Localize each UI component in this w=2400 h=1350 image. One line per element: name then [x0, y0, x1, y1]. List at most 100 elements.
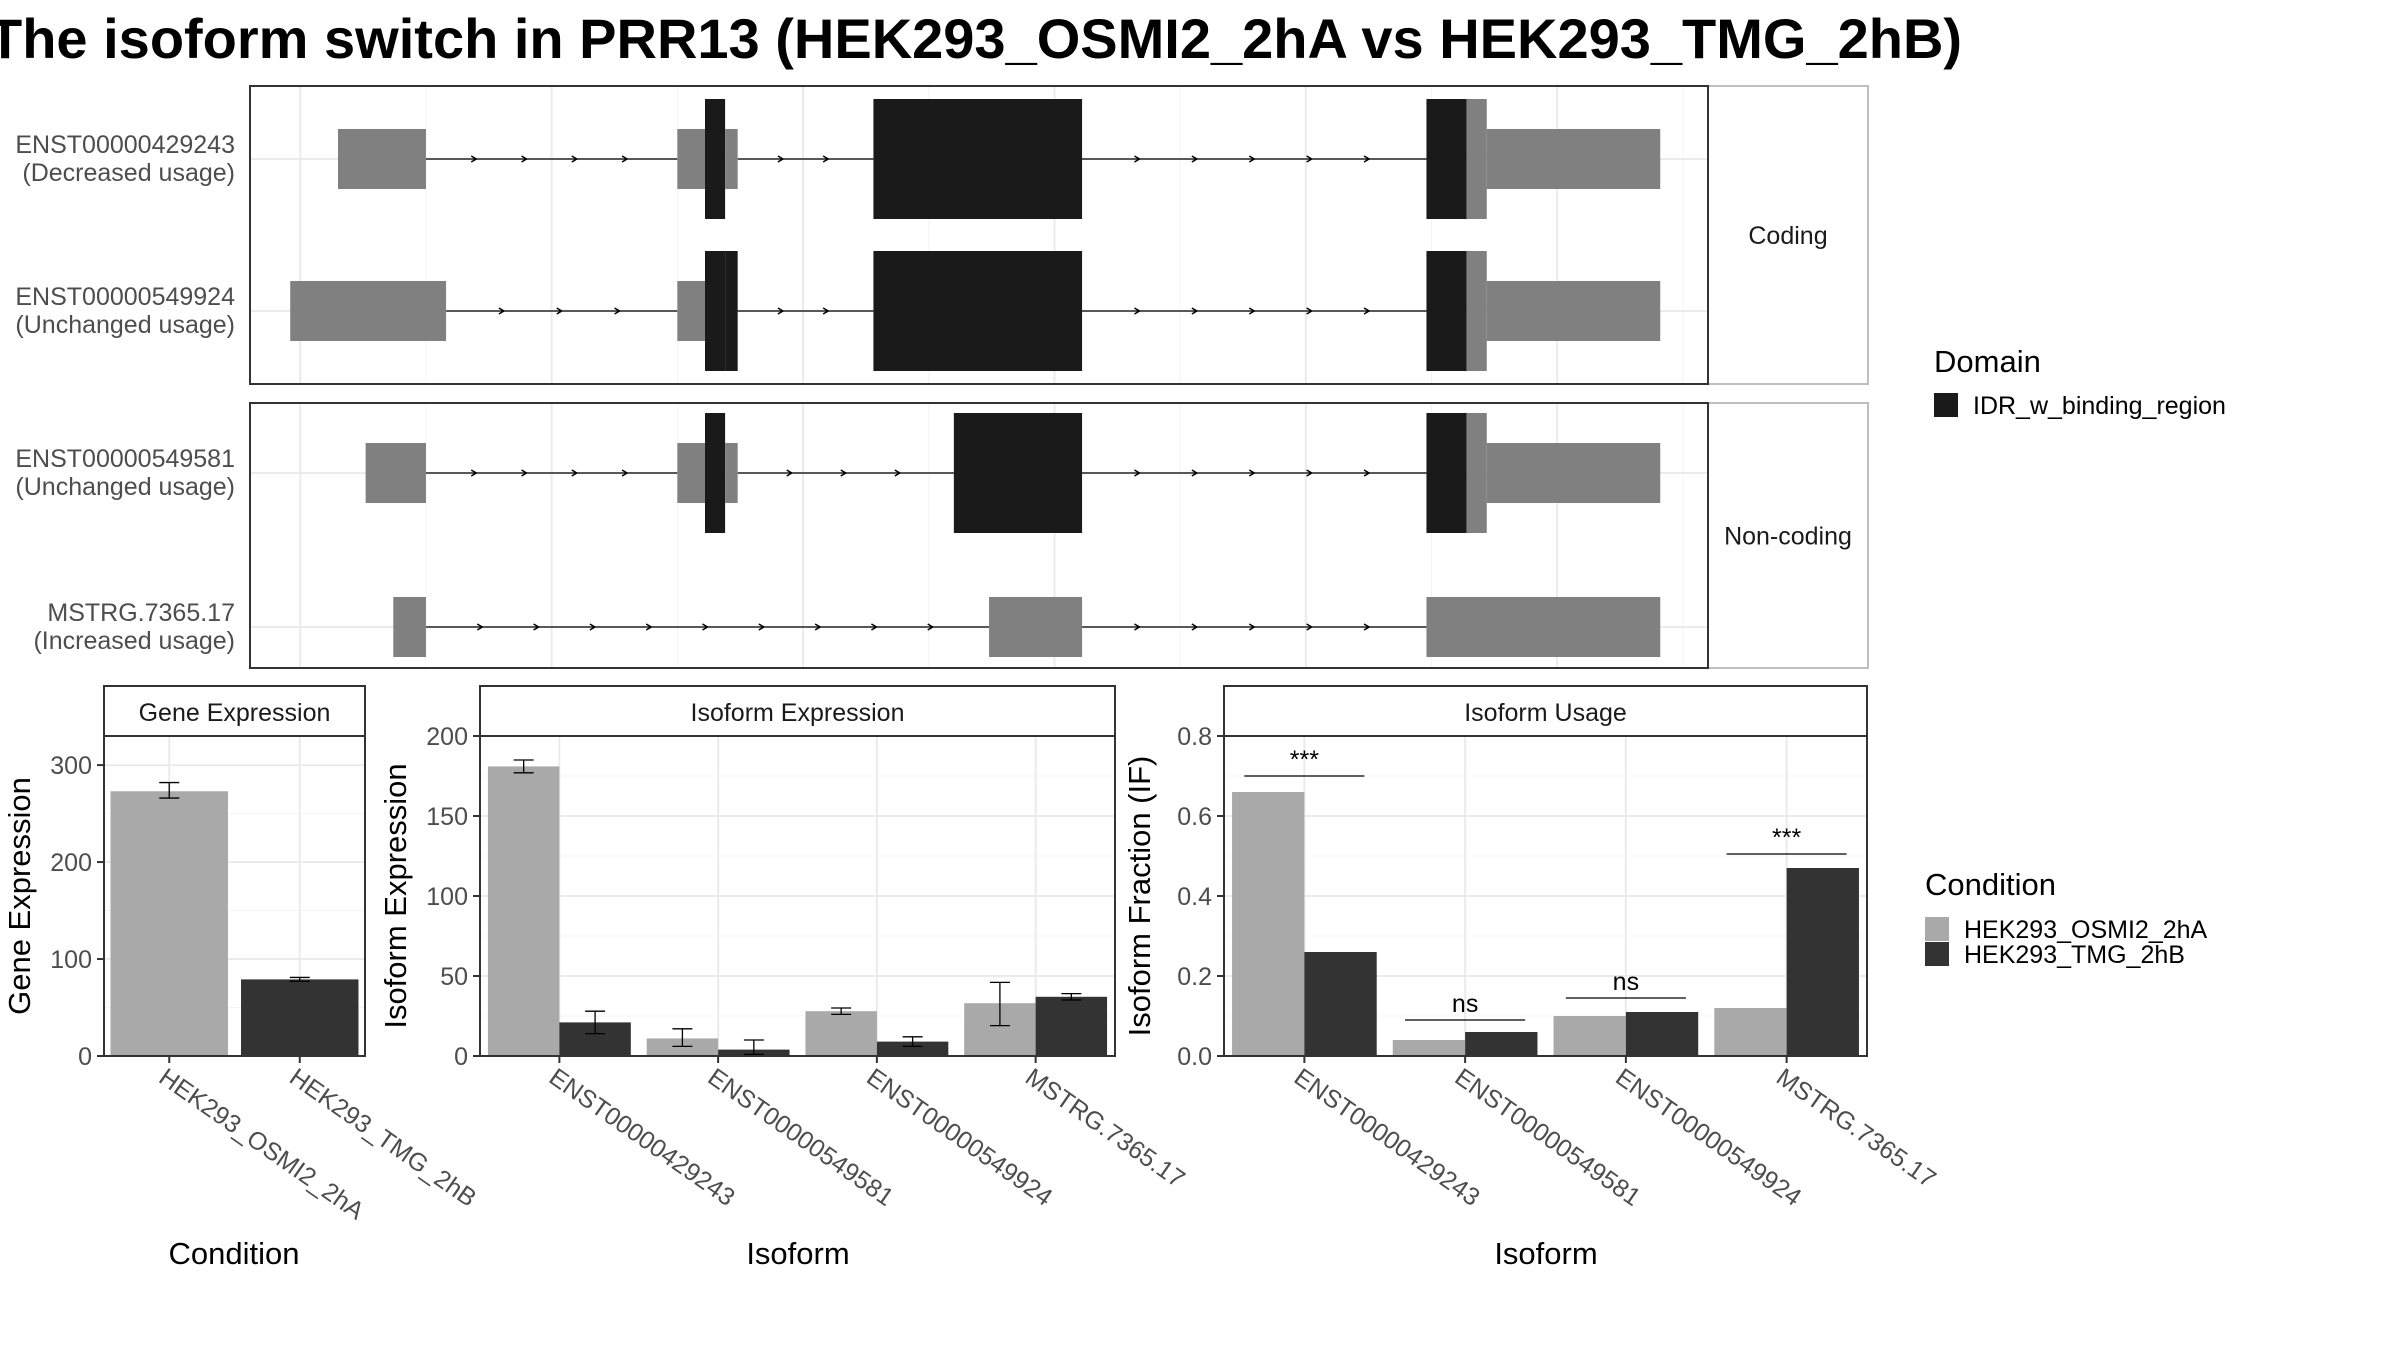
y-axis-title: Isoform Fraction (IF) [1122, 756, 1157, 1037]
condition-legend-label-b: HEK293_TMG_2hB [1964, 941, 2185, 969]
intron-arrow [498, 307, 506, 315]
x-axis-title: Isoform [1494, 1236, 1597, 1271]
transcript-id-label: ENST00000429243 [15, 131, 235, 159]
intron-arrow [1306, 307, 1314, 315]
domain-legend: Domain IDR_w_binding_region [1934, 344, 2226, 420]
chart-panel: Isoform Usage0.00.20.40.60.8***nsns***EN… [1122, 685, 1941, 1271]
chart-panel: Isoform Expression050100150200ENST000004… [378, 685, 1190, 1271]
intron-arrow [1134, 155, 1141, 163]
bar [241, 979, 359, 1056]
condition-legend-title: Condition [1925, 867, 2056, 902]
x-tick-label: HEK293_OSMI2_2hA [154, 1063, 370, 1226]
y-tick-label: 150 [426, 803, 468, 831]
intron-arrow [589, 623, 597, 631]
exon [365, 443, 426, 503]
error-bar [159, 781, 180, 799]
transcript-usage-label: (Unchanged usage) [15, 311, 235, 339]
bar [1392, 1040, 1466, 1056]
intron-arrow [1191, 469, 1199, 477]
domain-exon [1426, 413, 1467, 533]
chart-title: Isoform Expression [691, 699, 905, 727]
intron-arrow [1363, 469, 1371, 477]
y-tick-label: 0.6 [1177, 803, 1212, 831]
bar [876, 1041, 949, 1056]
y-tick-label: 0.8 [1177, 723, 1212, 751]
structure-panel: Non-coding ENST00000549581(Unchanged usag… [15, 402, 1869, 669]
bar [487, 766, 560, 1056]
significance-marker: ns [1565, 968, 1686, 999]
figure-title: The isoform switch in PRR13 (HEK293_OSMI… [0, 7, 1962, 70]
exon [393, 597, 426, 657]
y-tick-label: 0.2 [1177, 963, 1212, 991]
intron-arrow [822, 155, 830, 163]
y-tick-label: 0 [454, 1043, 468, 1071]
intron-arrow [1134, 469, 1141, 477]
chart-strip [479, 685, 1116, 737]
exon [1466, 413, 1487, 533]
bar [1714, 1008, 1787, 1056]
condition-legend-swatch-a [1925, 917, 1949, 941]
intron-arrow [1191, 155, 1199, 163]
intron-arrow [476, 623, 484, 631]
transcript: ENST00000429243(Decreased usage) [15, 99, 1661, 219]
domain-exon [873, 251, 1083, 371]
transcript-usage-label: (Decreased usage) [22, 159, 235, 187]
panel-border [479, 735, 1116, 1057]
domain-legend-label: IDR_w_binding_region [1973, 392, 2226, 420]
domain-exon [725, 251, 738, 371]
transcript: MSTRG.7365.17(Increased usage) [33, 597, 1661, 657]
transcript: ENST00000549581(Unchanged usage) [15, 413, 1661, 533]
error-bar [585, 1010, 606, 1035]
intron-arrow [1134, 307, 1141, 315]
exon [337, 129, 426, 189]
intron-arrow [1306, 469, 1314, 477]
error-bar [513, 759, 534, 774]
intron-arrow [822, 307, 830, 315]
significance-label: ns [1613, 968, 1639, 996]
exon [677, 281, 705, 341]
intron-arrow [614, 307, 621, 315]
y-tick-label: 200 [426, 723, 468, 751]
y-tick-label: 200 [50, 849, 92, 877]
y-tick-label: 100 [426, 883, 468, 911]
bar [1625, 1012, 1699, 1056]
transcript: ENST00000549924(Unchanged usage) [15, 251, 1661, 371]
exon [1466, 251, 1487, 371]
panel-border [249, 85, 1709, 385]
significance-label: *** [1772, 824, 1801, 852]
intron-arrow [1363, 155, 1371, 163]
intron-arrow [1248, 307, 1256, 315]
transcript-id-label: ENST00000549581 [15, 445, 235, 473]
intron-arrow [702, 623, 709, 631]
bar [1553, 1016, 1626, 1056]
transcript-usage-label: (Increased usage) [33, 627, 235, 655]
significance-marker: ns [1405, 990, 1526, 1021]
significance-marker: *** [1244, 746, 1365, 777]
intron-arrow [894, 469, 902, 477]
exon [1486, 443, 1661, 503]
bar [1304, 952, 1377, 1056]
intron-arrow [1248, 155, 1256, 163]
intron-arrow [1306, 623, 1314, 631]
domain-exon [704, 99, 726, 219]
error-bar [289, 976, 310, 982]
intron-arrow [470, 155, 478, 163]
intron-arrow [556, 307, 564, 315]
exon [1466, 99, 1487, 219]
condition-legend: Condition HEK293_OSMI2_2hA HEK293_TMG_2h… [1925, 867, 2208, 969]
significance-marker: *** [1726, 824, 1847, 855]
x-axis-title: Isoform [746, 1236, 849, 1271]
y-tick-label: 0 [78, 1043, 92, 1071]
y-tick-label: 0.0 [1177, 1043, 1212, 1071]
y-tick-label: 50 [440, 963, 468, 991]
intron-arrow [786, 469, 794, 477]
bar [646, 1038, 719, 1056]
error-bar [672, 1028, 693, 1048]
x-tick-label: MSTRG.7365.17 [1771, 1063, 1941, 1194]
domain-legend-title: Domain [1934, 344, 2041, 379]
intron-arrow [1191, 623, 1199, 631]
intron-arrow [621, 155, 629, 163]
y-tick-label: 100 [50, 946, 92, 974]
chart-strip [1223, 685, 1868, 737]
